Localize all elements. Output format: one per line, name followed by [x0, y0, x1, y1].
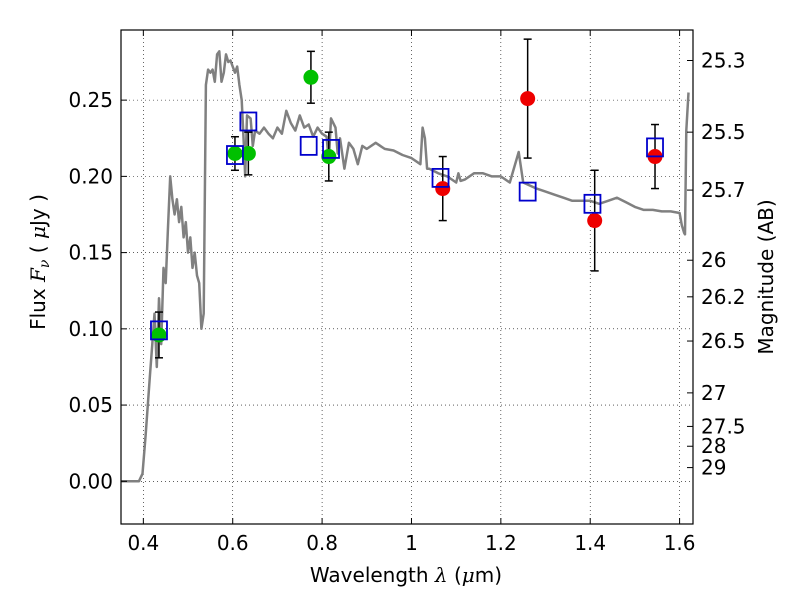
sed-model-line [121, 50, 690, 483]
right-tick-label: 26.2 [701, 285, 746, 309]
right-tick-label: 25.3 [701, 48, 746, 72]
y-axis-mu: μ [26, 226, 50, 239]
right-tick-label: 25.5 [701, 120, 746, 144]
y-axis-unit-open: ( [26, 239, 50, 260]
right-tick-label: 27 [701, 381, 726, 405]
y-axis-F: F [26, 267, 50, 283]
model-box-marker [646, 137, 664, 158]
green-point [303, 69, 319, 85]
model-box-marker [239, 111, 258, 132]
grid [121, 30, 693, 524]
x-tick-label: 1.2 [485, 531, 517, 555]
green-point [240, 146, 256, 161]
y-axis-label: Flux Fν ( μJy ) [26, 194, 53, 330]
x-tick-label: 1 [405, 531, 418, 555]
right-tick-label: 27.5 [701, 414, 746, 438]
model-box-marker [322, 139, 340, 159]
right-tick-label: 25.7 [701, 178, 746, 202]
y-tick-label: 0.25 [68, 88, 113, 112]
marker-layer [150, 38, 664, 359]
right-tick-label: 28 [701, 434, 726, 458]
x-axis-label-text: Wavelength [310, 563, 435, 587]
y-axis-nu: ν [37, 259, 53, 268]
model-box-marker [299, 135, 318, 156]
x-tick-label: 0.4 [127, 531, 159, 555]
tick-layer: 0.4 0.6 0.8 1 1.2 1.4 1.6 0.00 0.05 0.10 0.15 0.20 0… [68, 30, 746, 555]
model-box-marker [583, 193, 602, 214]
x-tick-label: 0.6 [217, 531, 249, 555]
x-axis-unit-open: ( [448, 563, 462, 587]
green-point [321, 149, 337, 165]
red-point [520, 91, 536, 107]
x-tick-label: 1.6 [664, 531, 696, 555]
y-axis-unit-close: Jy ) [26, 194, 50, 228]
x-tick-label: 0.8 [306, 531, 338, 555]
y-tick-label: 0.20 [68, 164, 113, 188]
model-box-marker [431, 167, 450, 188]
x-axis-lambda: λ [434, 563, 448, 587]
model-box-marker [518, 181, 537, 202]
y-tick-label: 0.10 [68, 317, 113, 341]
x-axis-unit-close: m) [475, 563, 502, 587]
x-axis-mu: μ [462, 563, 475, 587]
right-tick-label: 26 [701, 248, 726, 272]
red-point [435, 181, 451, 197]
right-tick-label: 26.5 [701, 329, 746, 353]
y-tick-label: 0.05 [68, 393, 113, 417]
x-tick-label: 1.4 [574, 531, 606, 555]
right-tick-label: 29 [701, 456, 726, 480]
sed-curve-layer [121, 50, 690, 483]
y-axis-label-text: Flux [26, 282, 50, 330]
red-point [587, 213, 603, 229]
model-box-marker [226, 145, 244, 165]
green-point [227, 146, 243, 161]
y-tick-label: 0.00 [68, 469, 113, 493]
plot-frame [120, 29, 694, 525]
model-box-marker [150, 320, 168, 341]
x-axis-label: Wavelength λ (μm) [310, 563, 502, 587]
y-tick-label: 0.15 [68, 241, 113, 265]
right-axis-label: Magnitude (AB) [754, 199, 778, 354]
